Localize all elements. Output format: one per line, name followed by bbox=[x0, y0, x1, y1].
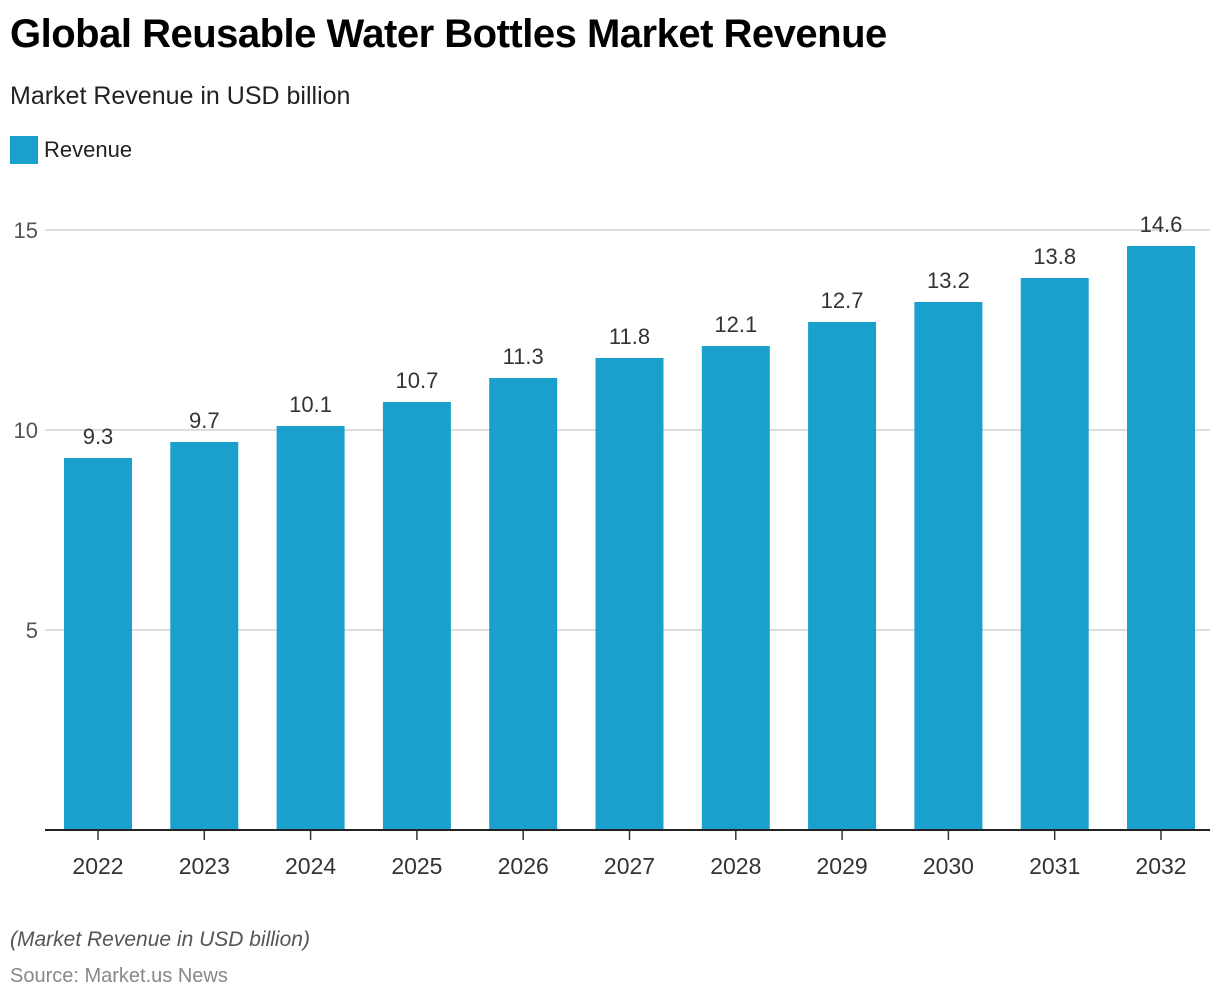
chart-title: Global Reusable Water Bottles Market Rev… bbox=[10, 12, 887, 56]
data-label-2026: 11.3 bbox=[503, 344, 544, 369]
data-label-2023: 9.7 bbox=[189, 408, 220, 433]
chart-legend: Revenue bbox=[10, 136, 132, 164]
chart-subtitle: Market Revenue in USD billion bbox=[10, 82, 351, 110]
bar-2032 bbox=[1127, 246, 1195, 830]
x-tick-label: 2024 bbox=[285, 853, 336, 879]
x-tick-label: 2025 bbox=[391, 853, 442, 879]
x-tick-label: 2031 bbox=[1029, 853, 1080, 879]
bar-2024 bbox=[276, 426, 345, 830]
x-tick-label: 2027 bbox=[604, 853, 655, 879]
bar-2025 bbox=[382, 402, 451, 830]
x-tick-label: 2030 bbox=[923, 853, 974, 879]
bar-2031 bbox=[1020, 278, 1089, 830]
source-credit: Source: Market.us News bbox=[10, 965, 228, 987]
y-tick-label: 15 bbox=[14, 218, 38, 243]
data-label-2032: 14.6 bbox=[1140, 212, 1183, 237]
bar-2022 bbox=[64, 458, 132, 830]
legend-swatch-revenue bbox=[10, 136, 38, 164]
data-label-2029: 12.7 bbox=[821, 288, 864, 313]
data-label-2031: 13.8 bbox=[1033, 244, 1076, 269]
x-tick-label: 2028 bbox=[710, 853, 761, 879]
x-tick-label: 2023 bbox=[179, 853, 230, 879]
x-tick-label: 2022 bbox=[72, 853, 123, 879]
x-tick-label: 2032 bbox=[1135, 853, 1186, 879]
legend-label-revenue: Revenue bbox=[44, 137, 133, 162]
x-tick-label: 2029 bbox=[817, 853, 868, 879]
bar-2029 bbox=[808, 322, 877, 830]
x-tick-label: 2026 bbox=[498, 853, 549, 879]
bar-2023 bbox=[170, 442, 239, 830]
footnote: (Market Revenue in USD billion) bbox=[10, 928, 310, 951]
y-tick-label: 10 bbox=[14, 418, 38, 443]
bar-2026 bbox=[489, 378, 558, 830]
bar-2027 bbox=[595, 358, 664, 830]
data-label-2022: 9.3 bbox=[83, 424, 114, 449]
bar-2030 bbox=[914, 302, 983, 830]
data-label-2024: 10.1 bbox=[289, 392, 332, 417]
data-label-2025: 10.7 bbox=[395, 368, 438, 393]
data-label-2028: 12.1 bbox=[714, 312, 757, 337]
data-label-2027: 11.8 bbox=[609, 324, 650, 349]
y-tick-label: 5 bbox=[26, 618, 38, 643]
bar-2028 bbox=[701, 346, 770, 830]
data-label-2030: 13.2 bbox=[927, 268, 970, 293]
